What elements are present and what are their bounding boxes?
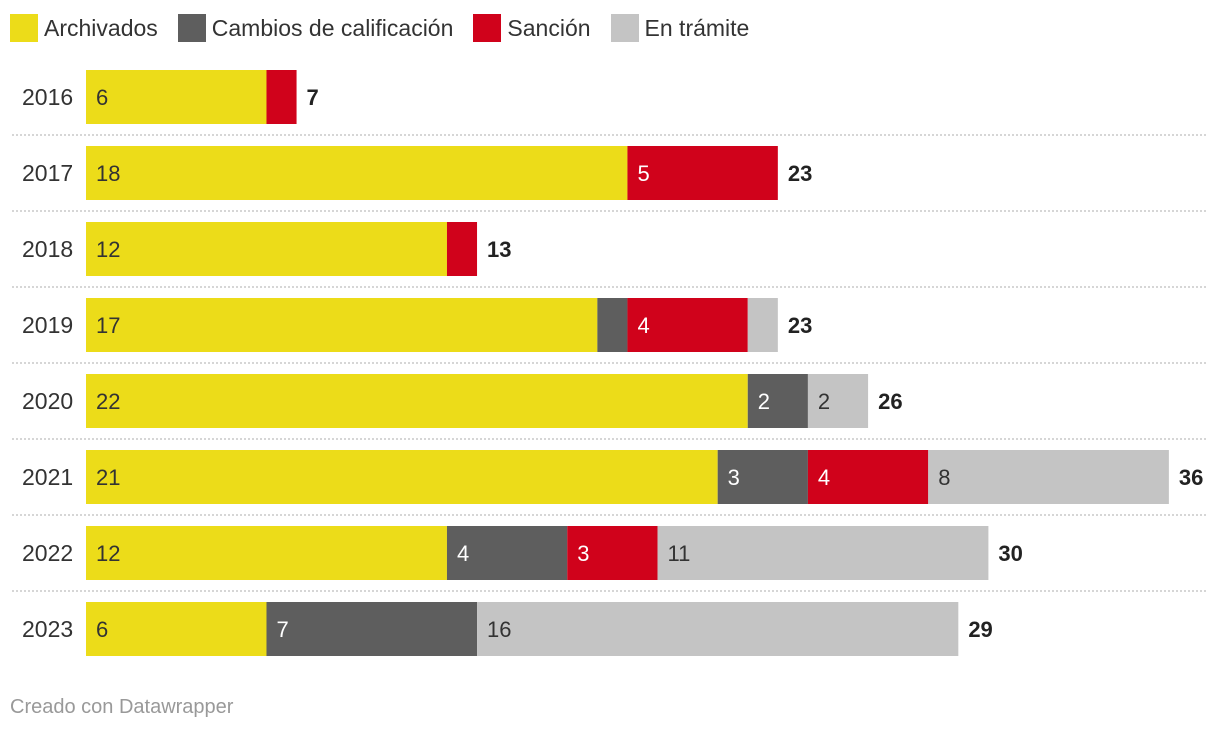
legend-swatch-en-tramite [610,14,639,42]
bar-segment-2019-1 [597,298,628,352]
bar-segment-2021-1 [717,450,808,504]
legend-label-sancion: Sanción [507,14,591,41]
bar-segment-2020-1 [747,374,808,428]
year-label-2019: 2019 [22,312,73,338]
segment-label-2016-0: 6 [96,85,108,110]
total-label-2021: 36 [1179,465,1203,490]
chart-legend: Archivados Cambios de calificación Sanci… [10,12,769,44]
segment-label-2021-0: 21 [96,465,120,490]
year-label-2020: 2020 [22,388,73,414]
segment-label-2017-2: 5 [637,161,649,186]
legend-swatch-sancion [473,14,502,42]
total-label-2020: 26 [878,389,902,414]
bar-segment-2023-0 [86,602,267,656]
year-label-2022: 2022 [22,540,73,566]
segment-label-2023-1: 7 [276,617,288,642]
bar-segment-2020-0 [86,374,748,428]
bar-segment-2019-2 [627,298,748,352]
segment-label-2020-1: 2 [758,389,770,414]
bar-segment-2016-0 [86,70,267,124]
year-label-2018: 2018 [22,236,73,262]
legend-item-cambios: Cambios de calificación [177,14,454,42]
year-label-2017: 2017 [22,160,73,186]
total-label-2023: 29 [968,617,992,642]
total-label-2022: 30 [998,541,1022,566]
year-label-2023: 2023 [22,616,73,642]
legend-swatch-cambios [177,14,206,42]
segment-label-2017-0: 18 [96,161,120,186]
bar-segment-2020-3 [807,374,869,428]
legend-swatch-archivados [10,14,38,42]
segment-label-2021-1: 3 [728,465,740,490]
bar-segment-2022-0 [86,526,447,580]
bar-segment-2019-3 [747,298,778,352]
year-label-2021: 2021 [22,464,73,490]
bar-segment-2023-1 [266,602,478,656]
total-label-2018: 13 [487,237,511,262]
bar-segment-2022-3 [657,526,989,580]
segment-label-2019-0: 17 [96,313,120,338]
bar-segment-2016-2 [266,70,297,124]
segment-label-2023-3: 16 [487,617,511,642]
segment-label-2021-2: 4 [818,465,830,490]
segment-label-2022-0: 12 [96,541,120,566]
bar-segment-2017-2 [627,146,778,200]
total-label-2016: 7 [307,85,319,110]
segment-label-2021-3: 8 [938,465,950,490]
bar-segment-2021-3 [928,450,1169,504]
segment-label-2022-3: 11 [668,541,691,566]
legend-label-cambios: Cambios de calificación [211,14,454,41]
total-label-2019: 23 [788,313,812,338]
bar-segment-2019-0 [86,298,598,352]
bar-segment-2022-1 [446,526,568,580]
segment-label-2020-3: 2 [818,389,830,414]
legend-item-sancion: Sanción [473,14,591,42]
segment-label-2022-2: 3 [577,541,589,566]
legend-label-en-tramite: En trámite [644,14,750,41]
segment-label-2023-0: 6 [96,617,108,642]
year-label-2016: 2016 [22,84,73,110]
total-label-2017: 23 [788,161,812,186]
bar-segment-2021-2 [807,450,929,504]
segment-label-2019-2: 4 [637,313,649,338]
bar-segment-2022-2 [567,526,658,580]
legend-label-archivados: Archivados [44,14,158,41]
bar-segment-2018-0 [86,222,447,276]
legend-item-en-tramite: En trámite [610,14,750,42]
segment-label-2020-0: 22 [96,389,120,414]
segment-label-2018-0: 12 [96,237,120,262]
datawrapper-credit: Creado con Datawrapper [10,696,234,718]
bar-segment-2017-0 [86,146,628,200]
legend-item-archivados: Archivados [10,14,158,42]
bar-segment-2018-2 [446,222,478,276]
bar-segment-2023-3 [477,602,959,656]
segment-label-2022-1: 4 [457,541,469,566]
bar-segment-2021-0 [86,450,718,504]
